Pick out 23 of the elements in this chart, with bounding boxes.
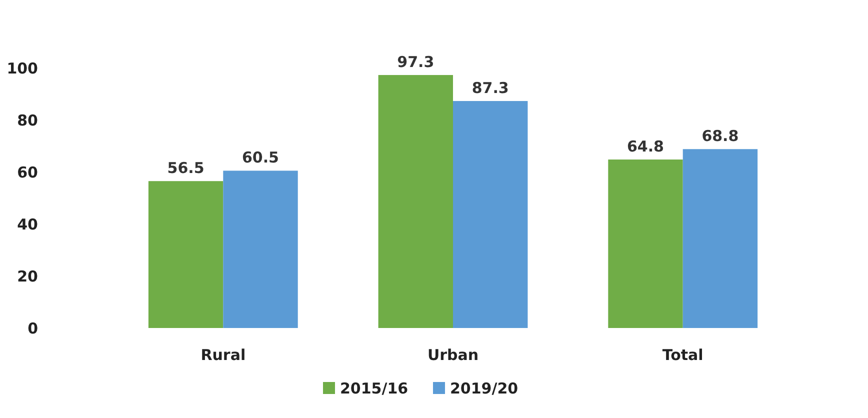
x-tick-label: Total	[662, 346, 704, 364]
data-label: 60.5	[242, 148, 280, 167]
data-label: 87.3	[472, 79, 509, 98]
x-tick-label: Rural	[200, 346, 246, 364]
legend-label: 2019/20	[450, 379, 518, 398]
bar	[453, 101, 528, 328]
legend-label: 2015/16	[340, 379, 408, 398]
y-tick-label: 0	[28, 319, 38, 338]
x-tick-label: Urban	[427, 346, 479, 364]
data-label: 68.8	[702, 127, 739, 146]
data-label: 56.5	[167, 159, 204, 178]
bar	[608, 160, 683, 328]
y-tick-label: 100	[6, 59, 38, 78]
bar	[682, 149, 758, 328]
bar	[148, 181, 224, 328]
y-tick-label: 80	[17, 111, 38, 130]
bar	[378, 75, 453, 328]
y-tick-label: 40	[17, 215, 38, 234]
bar	[223, 170, 298, 328]
y-tick-label: 20	[17, 267, 38, 286]
data-label: 97.3	[397, 53, 434, 72]
data-label: 64.8	[626, 138, 664, 156]
y-tick-label: 60	[17, 163, 38, 182]
